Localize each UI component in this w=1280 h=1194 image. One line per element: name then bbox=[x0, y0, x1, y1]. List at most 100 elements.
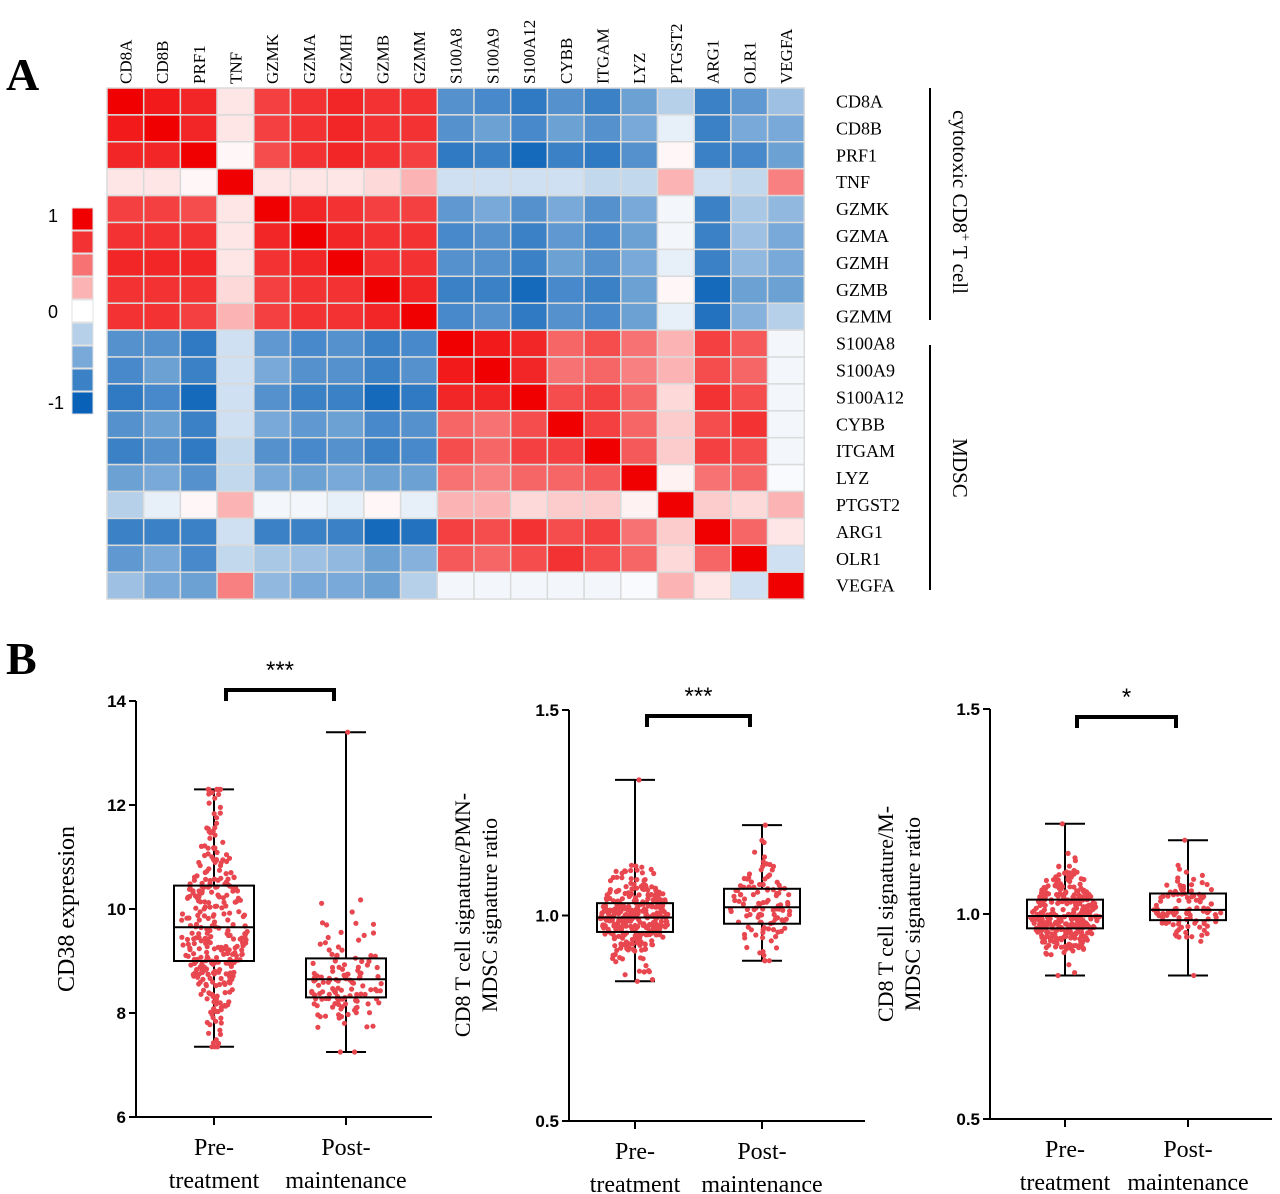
data-point bbox=[1218, 910, 1224, 916]
legend-swatch bbox=[71, 391, 94, 415]
data-point bbox=[1193, 897, 1199, 903]
data-point bbox=[218, 975, 224, 982]
data-point bbox=[1073, 942, 1079, 949]
heatmap-cell-VEGFA-PTGST2 bbox=[656, 571, 695, 600]
data-point bbox=[325, 979, 331, 985]
data-point bbox=[1080, 946, 1087, 952]
heatmap-cell-GZMK-TNF bbox=[216, 194, 255, 224]
data-point bbox=[653, 920, 659, 927]
data-point bbox=[641, 969, 648, 975]
heatmap-cell-GZMH-OLR1 bbox=[730, 248, 769, 278]
data-point bbox=[1204, 923, 1210, 929]
data-point bbox=[243, 940, 249, 946]
heatmap-cell-VEGFA-LYZ bbox=[620, 571, 659, 600]
data-point bbox=[614, 947, 620, 954]
heatmap-group-annotations: cytotoxic CD8+ T cell MDSC bbox=[929, 88, 972, 590]
heatmap-cell-GZMH-GZMK bbox=[253, 248, 292, 278]
data-point bbox=[1047, 921, 1053, 927]
data-point bbox=[741, 931, 748, 938]
data-point bbox=[203, 983, 209, 989]
data-point bbox=[1057, 935, 1063, 942]
data-point bbox=[215, 944, 221, 950]
heatmap-cell-ARG1-PTGST2 bbox=[656, 517, 695, 547]
data-point bbox=[198, 938, 204, 944]
heatmap-cell-PTGST2-GZMK bbox=[253, 490, 292, 520]
heatmap-cell-GZMK-S100A8 bbox=[436, 194, 475, 224]
data-point bbox=[1191, 972, 1197, 979]
heatmap-cell-TNF-PTGST2 bbox=[656, 167, 695, 197]
data-point bbox=[218, 1007, 224, 1013]
heatmap-cell-GZMM-ARG1 bbox=[693, 302, 732, 331]
heatmap-cell-ARG1-PRF1 bbox=[179, 517, 218, 547]
data-point bbox=[187, 945, 193, 951]
data-point bbox=[760, 935, 766, 941]
data-point bbox=[322, 1013, 329, 1019]
data-point bbox=[185, 953, 191, 959]
data-point bbox=[634, 867, 640, 873]
data-point bbox=[1182, 837, 1188, 843]
heatmap-cell-ITGAM-ARG1 bbox=[693, 436, 732, 466]
data-point bbox=[217, 1031, 224, 1037]
heatmap-cell-PTGST2-S100A9 bbox=[473, 490, 512, 520]
y-tick-label: 0.5 bbox=[956, 1110, 980, 1129]
heatmap-cell-S100A9-CD8B bbox=[142, 356, 182, 385]
heatmap-cell-VEGFA-ITGAM bbox=[583, 571, 622, 600]
heatmap-cell-ITGAM-GZMM bbox=[399, 436, 439, 466]
data-point bbox=[1199, 880, 1205, 886]
heatmap-cell-GZMK-OLR1 bbox=[730, 194, 769, 224]
data-point bbox=[314, 1003, 320, 1009]
legend-swatch bbox=[71, 368, 94, 392]
heatmap-cell-GZMM-S100A12 bbox=[509, 302, 549, 331]
heatmap-cell-S100A12-GZMA bbox=[289, 383, 328, 412]
heatmap-cell-TNF-CD8B bbox=[142, 167, 182, 197]
heatmap-cell-OLR1-S100A12 bbox=[509, 544, 549, 573]
data-point bbox=[1178, 885, 1184, 891]
heatmap-cell-OLR1-LYZ bbox=[620, 544, 659, 573]
heatmap-cell-ITGAM-S100A8 bbox=[436, 436, 475, 466]
heatmap-cell-CYBB-PRF1 bbox=[179, 410, 218, 439]
data-point bbox=[197, 909, 203, 915]
data-point bbox=[643, 963, 649, 969]
heatmap-cell-CD8A-S100A8 bbox=[436, 87, 475, 116]
y-tick-label: 1.5 bbox=[535, 701, 559, 720]
x-category-label: maintenance bbox=[1127, 1170, 1248, 1194]
data-point bbox=[648, 866, 654, 873]
heatmap-cell-ARG1-GZMK bbox=[253, 517, 292, 547]
data-point bbox=[744, 944, 750, 951]
data-point bbox=[202, 869, 208, 876]
heatmap-cell-CD8B-OLR1 bbox=[730, 114, 769, 143]
data-point bbox=[1066, 870, 1072, 876]
heatmap-cell-VEGFA-VEGFA bbox=[766, 571, 806, 600]
heatmap-cell-GZMB-S100A9 bbox=[473, 275, 512, 304]
data-point bbox=[786, 912, 793, 918]
heatmap-cell-GZMA-ARG1 bbox=[693, 221, 732, 251]
data-point bbox=[1031, 920, 1037, 926]
data-point bbox=[610, 955, 616, 962]
data-point bbox=[752, 849, 758, 855]
data-point bbox=[315, 1024, 321, 1030]
heatmap-cell-GZMK-GZMM bbox=[399, 194, 439, 224]
x-category-label: maintenance bbox=[701, 1172, 822, 1194]
data-point bbox=[1078, 876, 1084, 882]
heatmap-cell-VEGFA-PRF1 bbox=[179, 571, 218, 600]
heatmap-cell-GZMK-S100A12 bbox=[509, 194, 549, 224]
y-tick-label: 1.0 bbox=[535, 907, 559, 926]
heatmap-cell-GZMH-S100A8 bbox=[436, 248, 475, 278]
data-point bbox=[203, 966, 210, 972]
heatmap-cell-S100A8-ARG1 bbox=[693, 329, 732, 358]
data-point bbox=[320, 979, 326, 985]
heatmap-cell-PTGST2-ITGAM bbox=[583, 490, 622, 520]
heatmap-cell-PRF1-S100A9 bbox=[473, 141, 512, 170]
data-point bbox=[628, 923, 634, 929]
data-points bbox=[727, 822, 793, 964]
panel-a-letter: A bbox=[6, 49, 39, 100]
heatmap-cell-PTGST2-CD8B bbox=[142, 490, 182, 520]
data-point bbox=[756, 912, 762, 918]
data-point bbox=[232, 950, 238, 956]
heatmap-cell-ARG1-CYBB bbox=[546, 517, 585, 547]
data-point bbox=[368, 953, 374, 959]
data-point bbox=[365, 1001, 371, 1007]
data-point bbox=[1197, 924, 1203, 930]
heatmap-cell-S100A12-GZMM bbox=[399, 383, 439, 412]
data-point bbox=[209, 889, 215, 895]
